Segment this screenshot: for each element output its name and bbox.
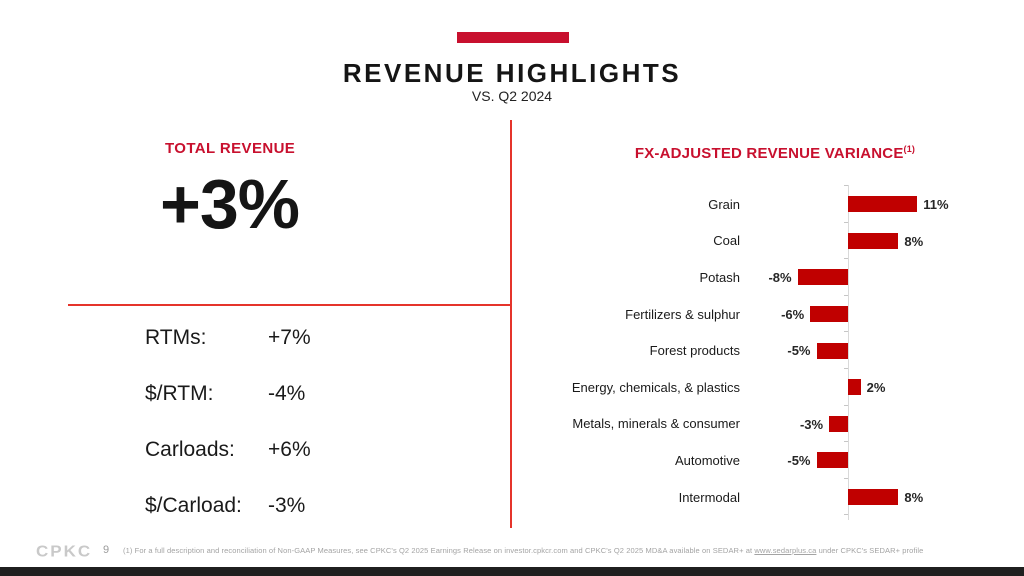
footnote-text-pre: (1) For a full description and reconcili… — [123, 546, 755, 555]
value-label: 8% — [904, 233, 924, 249]
chart-zero-axis — [848, 185, 849, 520]
metric-value: +7% — [268, 326, 311, 349]
value-bar — [848, 196, 918, 213]
category-label: Coal — [713, 233, 740, 249]
category-label: Intermodal — [678, 489, 740, 505]
metric-row-rtms: RTMs: +7% — [145, 326, 475, 352]
chart-row: Metals, minerals & consumer -3% — [540, 406, 1000, 443]
cpkc-logo: CPKC — [36, 542, 93, 561]
axis-tick — [844, 258, 848, 260]
value-label: -5% — [787, 453, 811, 469]
value-bar — [848, 232, 899, 249]
value-label: 8% — [904, 489, 924, 505]
metric-row-dollar-per-carload: $/Carload: -3% — [145, 494, 475, 520]
metric-label: RTMs: — [145, 326, 207, 349]
footnote-marker: (1) — [903, 144, 916, 154]
value-bar — [816, 452, 848, 469]
axis-tick — [844, 441, 848, 443]
value-bar — [797, 269, 848, 286]
metric-label: $/Carload: — [145, 494, 242, 517]
value-label: 11% — [923, 197, 949, 212]
variance-chart: Grain 11% Coal 8% Potash -8% Fertilizers & sul… — [540, 185, 1000, 520]
metric-row-carloads: Carloads: +6% — [145, 438, 475, 464]
value-label: -5% — [787, 343, 811, 359]
value-label: -6% — [781, 306, 805, 322]
axis-tick — [844, 368, 848, 369]
chart-row: Intermodal 8% — [540, 479, 1000, 516]
axis-tick — [844, 477, 848, 479]
axis-tick — [844, 514, 848, 516]
metric-value: -4% — [268, 382, 306, 405]
value-label: -3% — [799, 416, 824, 432]
axis-tick — [844, 331, 848, 333]
slide-subtitle: VS. Q2 2024 — [471, 88, 553, 104]
variance-chart-title-text: FX-ADJUSTED REVENUE VARIANCE — [634, 145, 904, 162]
chart-row: Forest products -5% — [540, 332, 1000, 369]
category-label: Energy, chemicals, & plastics — [571, 379, 740, 395]
axis-tick — [844, 404, 848, 406]
page-number: 9 — [103, 544, 110, 556]
footer-bottom-bar — [0, 567, 1024, 576]
chart-row: Grain 11% — [540, 186, 1000, 223]
axis-tick — [844, 294, 848, 296]
metric-label: Carloads: — [145, 438, 235, 461]
metric-row-dollar-per-rtm: $/RTM: -4% — [145, 382, 475, 408]
horizontal-divider — [68, 304, 511, 306]
title-accent-bar — [457, 32, 569, 43]
footnote-text-post: under CPKC's SEDAR+ profile — [816, 546, 924, 555]
total-revenue-header: TOTAL REVENUE — [165, 140, 296, 157]
value-bar — [848, 379, 861, 396]
chart-row: Fertilizers & sulphur -6% — [540, 296, 1000, 333]
value-bar — [810, 306, 848, 323]
total-revenue-value: +3% — [160, 165, 300, 243]
category-label: Automotive — [674, 452, 740, 468]
chart-row: Potash -8% — [540, 259, 1000, 296]
category-label: Forest products — [649, 343, 740, 359]
category-label: Grain — [708, 196, 740, 212]
metric-label: $/RTM: — [145, 382, 214, 405]
footnote: (1) For a full description and reconcili… — [123, 546, 1003, 555]
value-bar — [829, 415, 848, 432]
sedarplus-link[interactable]: www.sedarplus.ca — [754, 546, 817, 555]
metric-value: -3% — [268, 494, 306, 517]
category-label: Fertilizers & sulphur — [625, 306, 740, 322]
metric-value: +6% — [268, 438, 311, 461]
vertical-divider — [510, 120, 512, 528]
category-label: Potash — [699, 269, 740, 285]
axis-tick — [844, 221, 848, 223]
value-bar — [816, 342, 848, 359]
axis-tick — [844, 185, 848, 186]
value-bar — [848, 489, 899, 506]
chart-row: Energy, chemicals, & plastics 2% — [540, 369, 1000, 406]
category-label: Metals, minerals & consumer — [572, 416, 740, 432]
variance-chart-title: FX-ADJUSTED REVENUE VARIANCE(1) — [545, 144, 1005, 162]
chart-row: Automotive -5% — [540, 442, 1000, 479]
value-label: 2% — [866, 380, 886, 395]
slide-title: REVENUE HIGHLIGHTS — [342, 58, 682, 88]
value-label: -8% — [768, 270, 792, 286]
chart-row: Coal 8% — [540, 223, 1000, 260]
